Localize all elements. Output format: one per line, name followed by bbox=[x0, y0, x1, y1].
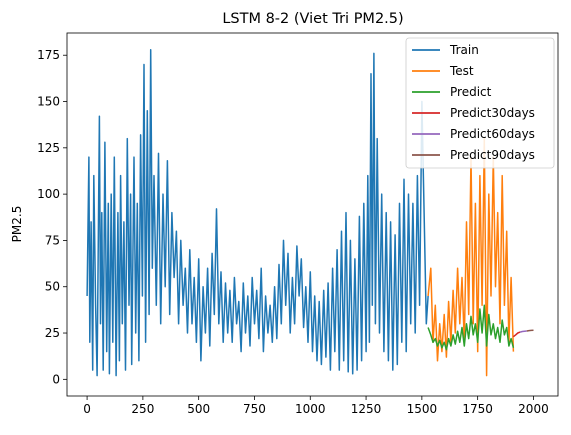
y-axis-label: PM2.5 bbox=[10, 206, 24, 243]
x-tick-label: 1750 bbox=[462, 402, 493, 416]
y-tick-label: 50 bbox=[45, 280, 60, 294]
x-tick-label: 1500 bbox=[407, 402, 438, 416]
x-tick-label: 750 bbox=[243, 402, 266, 416]
y-axis: 0 25 50 75 100 125 150 175 bbox=[37, 48, 67, 386]
y-tick-label: 0 bbox=[52, 372, 60, 386]
series-line-predict30days bbox=[512, 331, 521, 338]
series-line-train bbox=[86, 48, 429, 377]
series-line-predict90days bbox=[526, 329, 534, 332]
legend-label-predict: Predict bbox=[450, 85, 492, 99]
legend-label-predict90days: Predict90days bbox=[450, 148, 535, 162]
x-tick-label: 1000 bbox=[295, 402, 326, 416]
x-tick-label: 1250 bbox=[351, 402, 382, 416]
legend-label-predict60days: Predict60days bbox=[450, 127, 535, 141]
legend-box bbox=[405, 37, 555, 169]
x-axis: 0 250 500 750 1000 1250 1500 1750 2000 bbox=[83, 396, 549, 416]
y-tick-label: 125 bbox=[37, 141, 60, 155]
legend-label-predict30days: Predict30days bbox=[450, 106, 535, 120]
y-tick-label: 100 bbox=[37, 187, 60, 201]
legend: Train Test Predict Predict30days Predict60da… bbox=[405, 37, 555, 169]
x-tick-label: 500 bbox=[187, 402, 210, 416]
x-tick-label: 0 bbox=[83, 402, 91, 416]
y-tick-label: 175 bbox=[37, 48, 60, 62]
series-line-predict60days bbox=[519, 330, 527, 333]
y-tick-label: 75 bbox=[45, 233, 60, 247]
y-tick-label: 25 bbox=[45, 326, 60, 340]
y-tick-label: 150 bbox=[37, 95, 60, 109]
chart-title: LSTM 8-2 (Viet Tri PM2.5) bbox=[222, 11, 403, 27]
x-tick-label: 250 bbox=[131, 402, 154, 416]
series-line-predict bbox=[427, 304, 515, 351]
legend-label-test: Test bbox=[449, 64, 474, 78]
x-tick-label: 2000 bbox=[518, 402, 549, 416]
axes-frame bbox=[66, 32, 559, 397]
legend-label-train: Train bbox=[449, 43, 479, 57]
